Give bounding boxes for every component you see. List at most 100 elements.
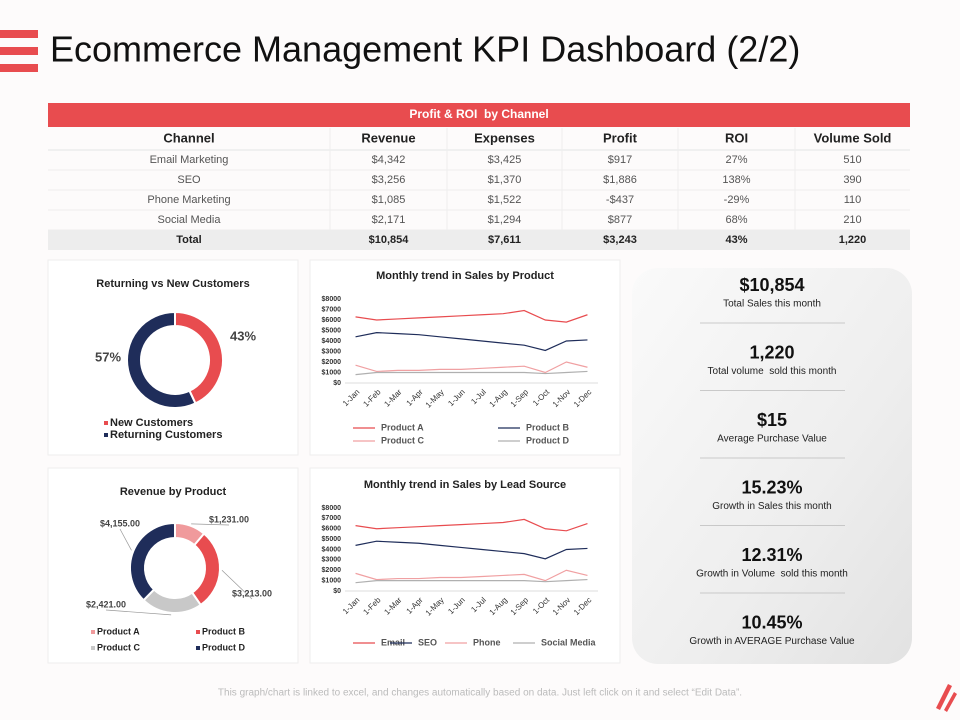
data-label: 43%: [230, 328, 256, 343]
table-cell: Phone Marketing: [147, 194, 230, 206]
table-header-bar: [48, 103, 910, 127]
column-header: Revenue: [361, 130, 415, 145]
legend-label: Product B: [202, 626, 246, 636]
y-tick-label: $2000: [322, 359, 342, 366]
legend-swatch: [196, 630, 200, 634]
kpi-value: 12.31%: [741, 545, 802, 565]
legend-label: Product A: [381, 422, 424, 432]
table-cell: $1,294: [488, 214, 522, 226]
chart-title: Returning vs New Customers: [96, 278, 249, 290]
legend-label: Product D: [202, 642, 246, 652]
legend-label: Email: [381, 637, 405, 647]
kpi-label: Growth in AVERAGE Purchase Value: [689, 636, 855, 647]
table-cell: $877: [608, 214, 632, 226]
table-cell: $917: [608, 154, 632, 166]
leader-line: [119, 528, 132, 551]
y-tick-label: $8000: [322, 296, 342, 303]
y-tick-label: $1000: [322, 577, 342, 584]
kpi-value: $10,854: [739, 275, 804, 295]
legend-label: Product C: [97, 642, 141, 652]
total-cell: 1,220: [839, 234, 867, 246]
leader-line: [221, 569, 253, 600]
legend-label: SEO: [418, 637, 437, 647]
y-tick-label: $4000: [322, 338, 342, 345]
table-cell: $1,522: [488, 194, 522, 206]
logo: [936, 684, 957, 712]
kpi-label: Total Sales this month: [723, 299, 821, 310]
chart-title: Monthly trend in Sales by Lead Source: [364, 479, 566, 491]
series-line: [355, 331, 588, 352]
donut-segment: [126, 310, 197, 409]
table-title: Profit & ROI by Channel: [409, 107, 548, 121]
legend-label: Returning Customers: [110, 429, 222, 441]
chart-panel: [47, 467, 299, 664]
y-tick-label: $7000: [322, 515, 342, 522]
table-cell: -$437: [606, 194, 634, 206]
kpi-label: Growth in Sales this month: [712, 501, 832, 512]
table-cell: $4,342: [372, 154, 406, 166]
y-tick-label: $8000: [322, 505, 342, 512]
table-cell: 110: [844, 194, 862, 206]
legend-label: Product D: [526, 435, 570, 445]
column-header: Profit: [603, 130, 638, 145]
column-header: ROI: [725, 130, 748, 145]
chart-panel: [309, 259, 621, 456]
table-cell: 510: [843, 154, 861, 166]
table-cell: $2,171: [372, 214, 406, 226]
table-cell: SEO: [177, 174, 201, 186]
kpi-label: Average Purchase Value: [717, 434, 827, 445]
total-cell: $3,243: [603, 234, 637, 246]
kpi-value: 15.23%: [741, 477, 802, 497]
page-title: Ecommerce Management KPI Dashboard (2/2): [50, 29, 800, 70]
y-tick-label: $6000: [322, 317, 342, 324]
y-tick-label: $0: [333, 588, 341, 595]
leader-line: [105, 609, 172, 616]
data-label: 57%: [95, 349, 121, 364]
series-line: [355, 518, 588, 532]
total-cell: 43%: [725, 234, 747, 246]
legend-label: Product B: [526, 422, 570, 432]
series-line: [355, 540, 588, 560]
legend-label: Social Media: [541, 637, 597, 647]
table-cell: $1,886: [603, 174, 637, 186]
total-cell: $10,854: [369, 234, 410, 246]
y-tick-label: $0: [333, 380, 341, 387]
total-cell: Total: [176, 234, 201, 246]
y-tick-label: $4000: [322, 546, 342, 553]
table-cell: $1,085: [372, 194, 406, 206]
column-header: Channel: [163, 130, 214, 145]
table-cell: 138%: [722, 174, 750, 186]
table-cell: 390: [843, 174, 861, 186]
legend-swatch: [104, 433, 108, 437]
y-tick-label: $1000: [322, 369, 342, 376]
y-tick-label: $6000: [322, 526, 342, 533]
series-line: [355, 361, 588, 374]
table-cell: $3,425: [488, 154, 522, 166]
legend-label: Product C: [381, 435, 425, 445]
kpi-panel: [632, 268, 912, 664]
chart-title: Revenue by Product: [120, 486, 227, 498]
table-cell: 27%: [725, 154, 747, 166]
chart-panel: [309, 467, 621, 664]
legend-swatch: [196, 646, 200, 650]
y-tick-label: $3000: [322, 557, 342, 564]
menu-bar: [0, 30, 38, 38]
table-cell: Email Marketing: [150, 154, 229, 166]
table-cell: Social Media: [158, 214, 222, 226]
y-tick-label: $5000: [322, 536, 342, 543]
y-tick-label: $7000: [322, 306, 342, 313]
column-header: Volume Sold: [814, 130, 892, 145]
data-label: $1,231.00: [209, 514, 249, 524]
series-line: [355, 569, 588, 582]
y-tick-label: $5000: [322, 327, 342, 334]
chart-title: Monthly trend in Sales by Product: [376, 270, 554, 282]
kpi-value: 1,220: [749, 342, 794, 362]
legend-swatch: [91, 646, 95, 650]
series-line: [355, 370, 588, 376]
series-line: [355, 578, 588, 584]
table-cell: $3,256: [372, 174, 406, 186]
kpi-label: Growth in Volume sold this month: [696, 569, 848, 580]
table-cell: 210: [843, 214, 861, 226]
